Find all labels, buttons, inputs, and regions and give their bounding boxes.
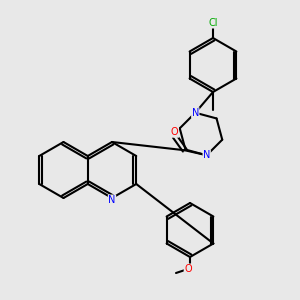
Text: O: O	[184, 264, 192, 274]
Text: N: N	[203, 150, 210, 160]
Text: N: N	[108, 195, 116, 205]
Text: O: O	[171, 127, 178, 137]
Text: Cl: Cl	[208, 18, 218, 28]
Text: N: N	[192, 108, 199, 118]
